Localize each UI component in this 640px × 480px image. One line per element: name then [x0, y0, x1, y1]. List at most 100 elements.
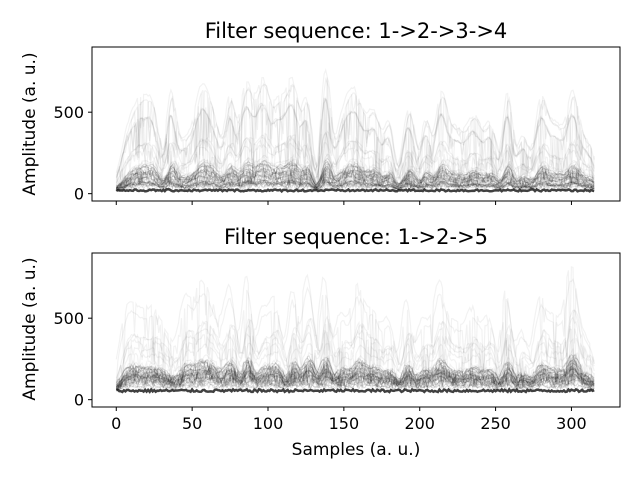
trace-line [116, 165, 595, 191]
trace-line [116, 367, 595, 390]
trace-line [116, 167, 595, 190]
trace-line [115, 366, 595, 390]
trace-line [115, 67, 595, 178]
x-ticks-bottom: 0 50 100 150 200 250 300 [111, 407, 587, 433]
trace-line [115, 130, 595, 187]
panel-bottom: Filter sequence: 1->2->5 Amplitude (a. u… [20, 225, 621, 460]
trace-line [115, 178, 595, 191]
trace-line [116, 173, 595, 191]
trace-line [115, 365, 595, 389]
trace-line [115, 316, 595, 383]
trace-line [115, 361, 595, 392]
trace-line [115, 96, 595, 181]
trace-line [115, 166, 595, 190]
y-tick-label: 0 [74, 185, 84, 204]
trace-line [116, 166, 595, 190]
x-tick-label: 100 [253, 414, 284, 433]
x-tick-label: 250 [480, 414, 511, 433]
trace-line [116, 153, 595, 187]
trace-line [116, 370, 595, 390]
trace-line [116, 162, 595, 189]
trace-line [115, 367, 595, 390]
trace-line [115, 157, 595, 189]
trace-line [115, 309, 595, 384]
trace-line [115, 77, 595, 181]
x-tick-label: 300 [556, 414, 587, 433]
trace-line [115, 163, 595, 190]
trace-line [115, 98, 595, 183]
trace-line [116, 377, 595, 392]
y-tick-label: 500 [53, 103, 84, 122]
trace-line [115, 364, 595, 389]
trace-line [115, 171, 595, 190]
traces-top [115, 67, 595, 194]
trace-line [115, 356, 595, 392]
trace-line [115, 380, 595, 393]
y-axis-label-bottom: Amplitude (a. u.) [20, 257, 40, 400]
baseline-trace [115, 187, 595, 194]
trace-line [115, 179, 595, 192]
trace-line [115, 76, 595, 182]
trace-line [115, 131, 595, 187]
trace-line [115, 153, 595, 189]
trace-line [116, 373, 595, 392]
x-axis-label: Samples (a. u.) [292, 440, 421, 460]
trace-line [115, 166, 595, 192]
trace-line [115, 99, 595, 181]
trace-line [116, 175, 595, 191]
y-tick-label: 500 [53, 309, 84, 328]
trace-line [116, 366, 595, 389]
x-tick-label: 0 [111, 414, 121, 433]
trace-line [115, 266, 595, 378]
trace-line [116, 180, 595, 191]
y-tick-label: 0 [74, 391, 84, 410]
trace-line [115, 378, 595, 392]
y-axis-label-top: Amplitude (a. u.) [20, 52, 40, 195]
trace-line [116, 180, 595, 192]
trace-line [115, 367, 595, 390]
baseline-trace [116, 387, 595, 394]
trace-line [115, 131, 595, 188]
x-tick-label: 200 [404, 414, 435, 433]
trace-line [116, 382, 595, 393]
trace-line [115, 178, 595, 192]
trace-line [116, 178, 595, 191]
trace-line [116, 183, 595, 192]
x-tick-label: 150 [329, 414, 360, 433]
trace-line [115, 374, 595, 391]
y-ticks-bottom: 0 500 [53, 309, 92, 410]
trace-line [115, 372, 595, 391]
trace-line [115, 362, 595, 390]
trace-line [115, 372, 595, 391]
trace-line [115, 309, 595, 382]
trace-line [115, 360, 595, 390]
panel-top: Filter sequence: 1->2->3->4 Amplitude (a… [20, 19, 621, 205]
trace-line [115, 337, 595, 387]
trace-line [115, 359, 595, 389]
trace-line [116, 354, 595, 389]
trace-line [115, 348, 595, 388]
trace-line [115, 98, 595, 186]
trace-line [116, 365, 595, 391]
trace-line [115, 328, 595, 386]
trace-line [115, 354, 595, 388]
trace-line [116, 362, 595, 388]
trace-line [115, 142, 595, 187]
trace-line [116, 159, 595, 190]
trace-line [116, 172, 595, 189]
trace-line [116, 357, 595, 387]
trace-line [116, 163, 595, 189]
x-ticks-top [115, 201, 572, 205]
plot-frame-bottom [91, 252, 621, 408]
trace-line [116, 181, 595, 192]
y-ticks-top: 0 500 [53, 103, 92, 204]
trace-line [116, 169, 595, 191]
trace-line [116, 368, 595, 391]
x-tick-label: 50 [182, 414, 202, 433]
trace-line [115, 359, 595, 389]
trace-line [115, 359, 595, 390]
chart-title-top: Filter sequence: 1->2->3->4 [205, 19, 508, 43]
trace-line [115, 160, 595, 189]
trace-line [115, 278, 595, 386]
